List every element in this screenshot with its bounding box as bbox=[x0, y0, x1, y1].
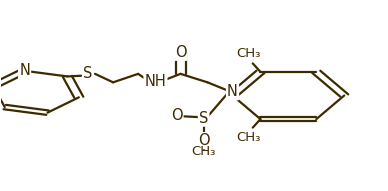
Text: N: N bbox=[227, 84, 238, 99]
Text: S: S bbox=[199, 111, 208, 126]
Text: CH₃: CH₃ bbox=[237, 131, 261, 144]
Text: CH₃: CH₃ bbox=[237, 47, 261, 60]
Text: O: O bbox=[198, 133, 210, 148]
Text: N: N bbox=[19, 63, 30, 78]
Text: O: O bbox=[175, 45, 186, 60]
Text: CH₃: CH₃ bbox=[191, 145, 216, 158]
Text: O: O bbox=[171, 108, 182, 123]
Text: S: S bbox=[83, 66, 93, 81]
Text: NH: NH bbox=[145, 74, 166, 89]
